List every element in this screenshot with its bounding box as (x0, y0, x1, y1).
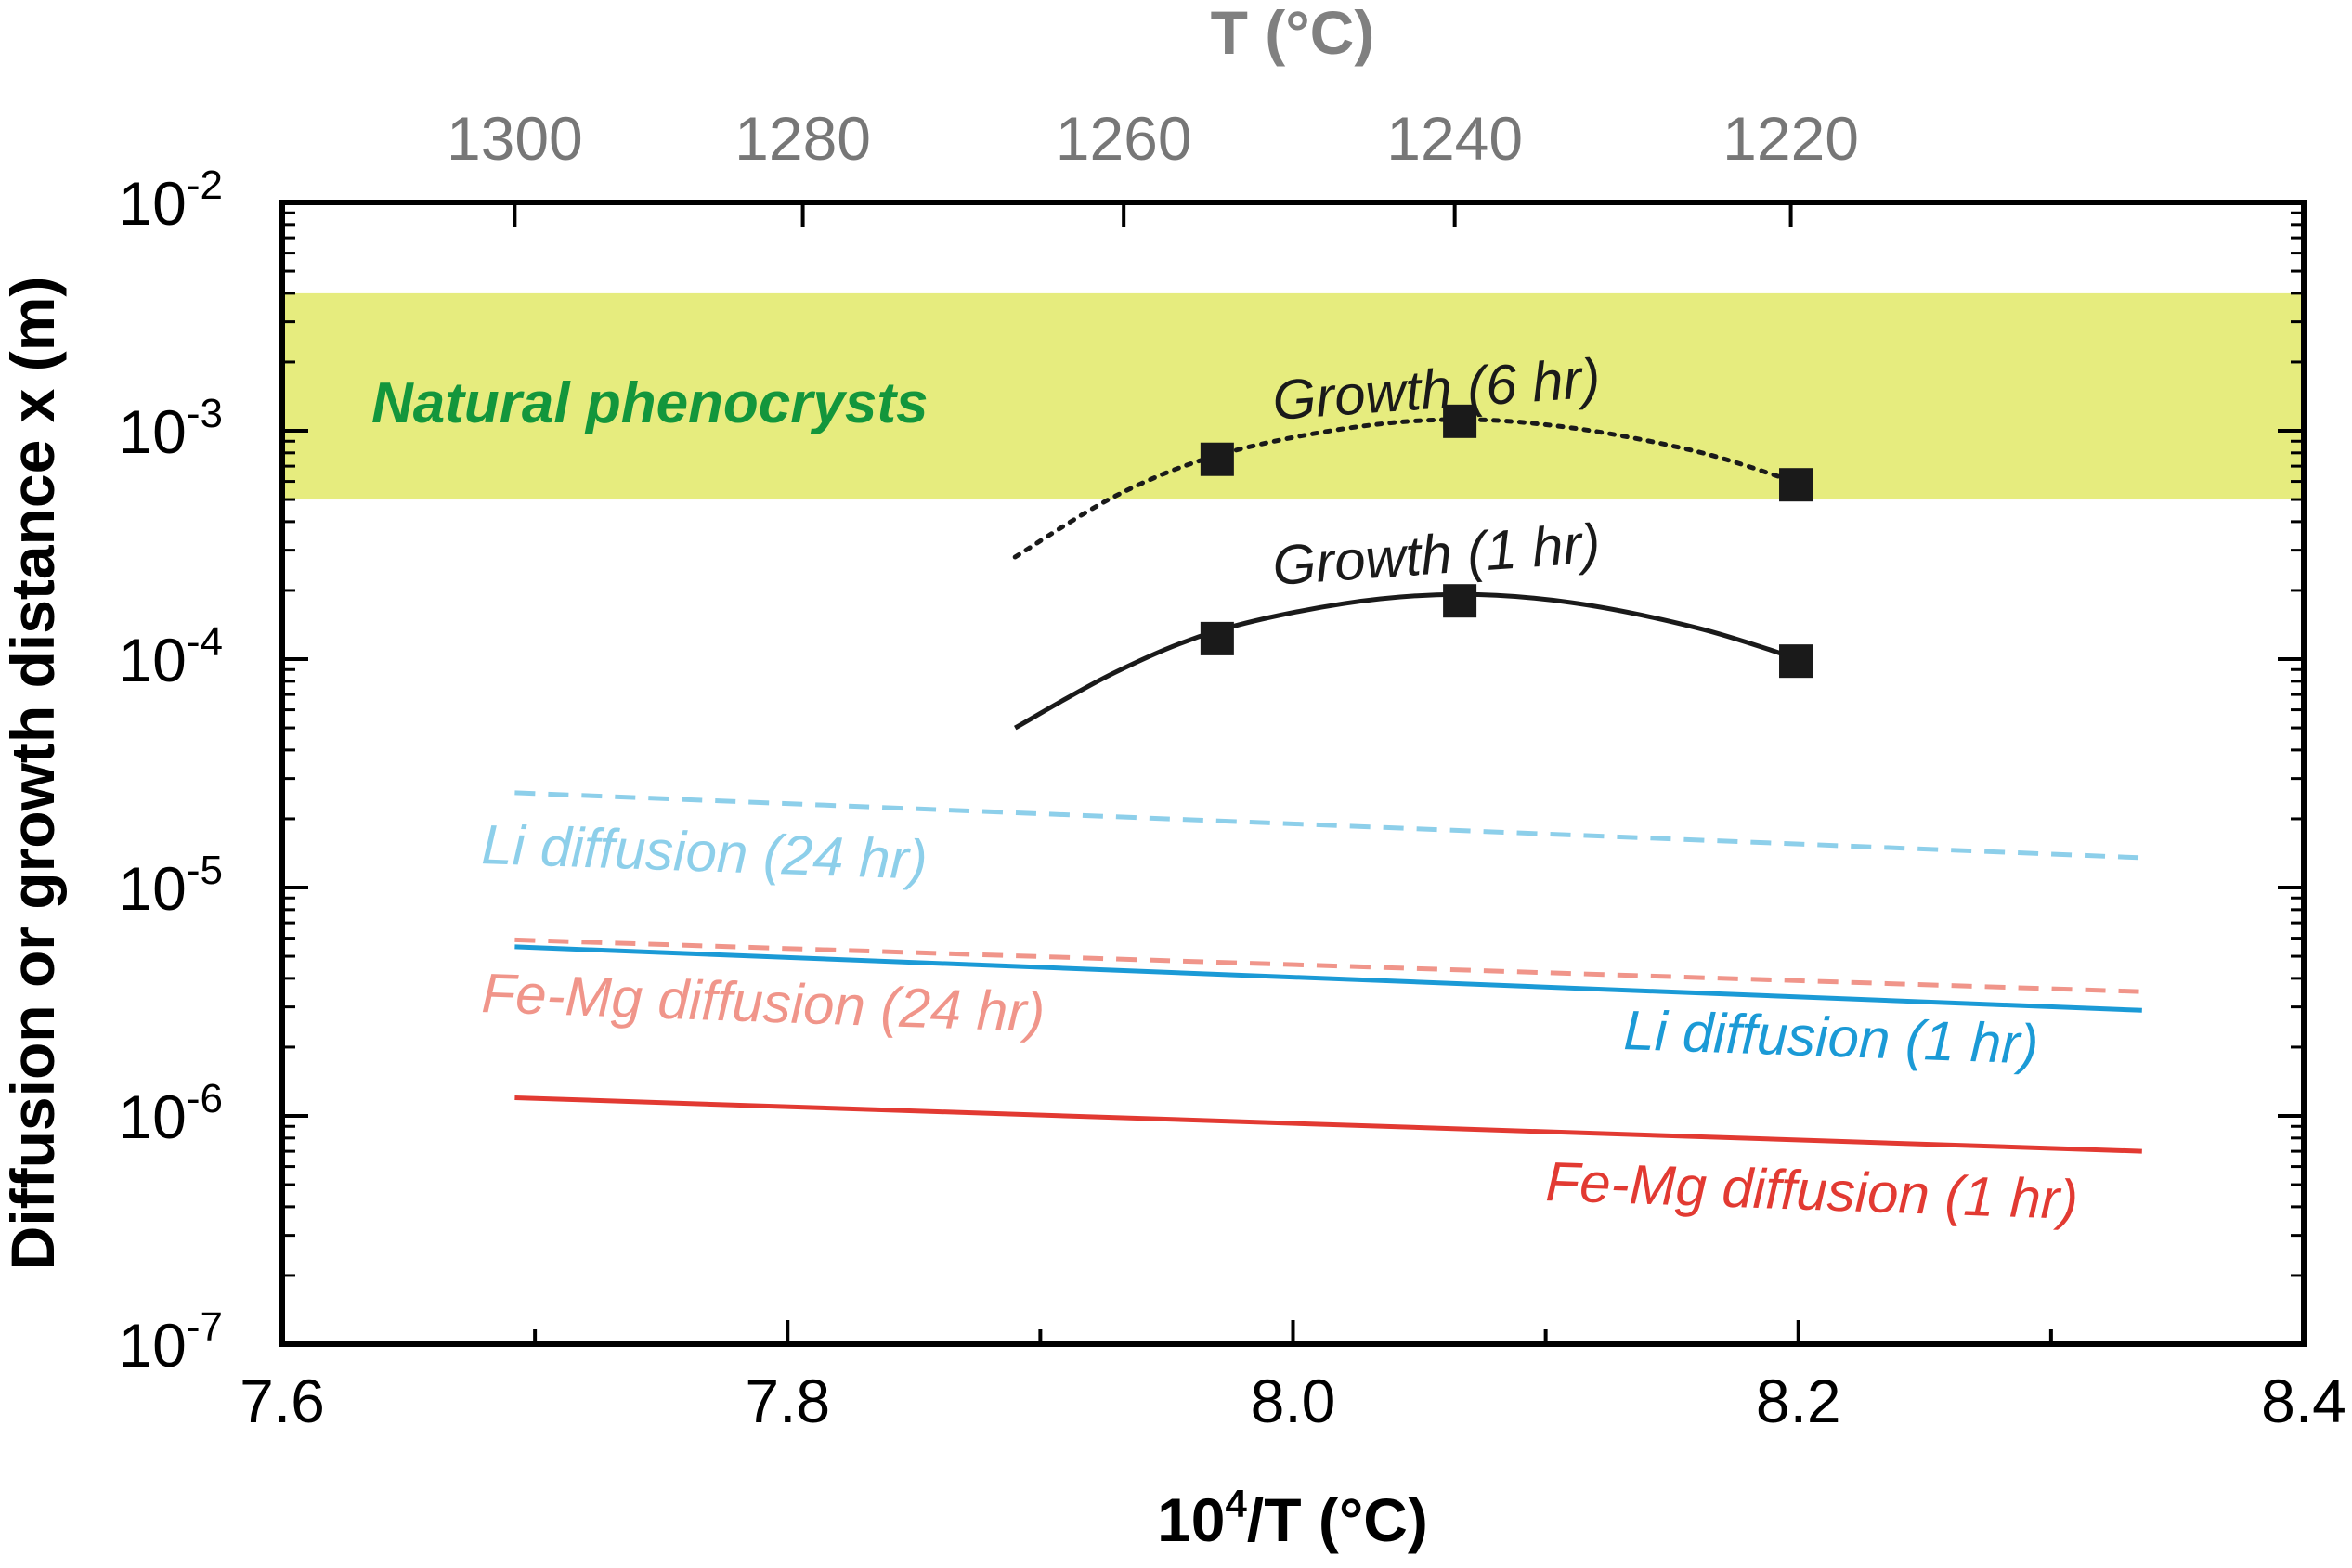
x-axis-title-exp: 4 (1226, 1482, 1248, 1525)
y-tick-label: 10-7 (118, 1304, 223, 1380)
data-point-growth-6hr-1 (1443, 404, 1477, 438)
top-tick-label: 1260 (1056, 104, 1192, 173)
band-label: Natural phenocrysts (371, 371, 929, 435)
x-axis-title: 104/T (°C) (1157, 1482, 1428, 1554)
x-axis-title-base: 10 (1157, 1485, 1225, 1554)
label-femg-1hr: Fe-Mg diffusion (1 hr) (1545, 1150, 2080, 1231)
top-tick-label: 1300 (447, 104, 583, 173)
x-tick-label: 8.0 (1251, 1367, 1336, 1435)
y-tick-label: 10-3 (118, 391, 223, 466)
top-tick-label: 1280 (734, 104, 871, 173)
label-femg-24hr: Fe-Mg diffusion (24 hr) (481, 962, 1046, 1043)
data-point-growth-1hr-1 (1443, 584, 1477, 618)
tick-layer: 7.6 7.8 8.0 8.2 8.4 1300 1280 1260 1240 1220 10-2 1… (118, 104, 2346, 1435)
series-line-li-1hr (514, 944, 2142, 1013)
band-natural-phenocrysts (282, 292, 2304, 500)
x-tick-label: 8.2 (1756, 1367, 1841, 1435)
band-layer (282, 292, 2304, 500)
top-axis-title: T (°C) (1211, 0, 1375, 67)
series-line-growth-6hr (1012, 417, 1801, 560)
series-line-growth-1hr (1013, 591, 1800, 731)
top-tick-label: 1240 (1386, 104, 1523, 173)
data-point-growth-1hr-0 (1200, 621, 1234, 655)
x-axis-title-rest: /T (°C) (1247, 1485, 1428, 1554)
top-tick-label: 1220 (1722, 104, 1859, 173)
label-growth-1hr: Growth (1 hr) (1270, 512, 1602, 596)
x-tick-label: 7.6 (240, 1367, 325, 1435)
label-li-24hr: Li diffusion (24 hr) (481, 813, 929, 891)
x-tick-label: 7.8 (745, 1367, 830, 1435)
plot-frame (279, 200, 2307, 1347)
y-axis-title: Diffusion or growth distance x (m) (0, 277, 67, 1271)
data-point-growth-1hr-2 (1779, 644, 1813, 679)
series-line-femg-1hr (514, 1095, 2142, 1154)
y-tick-label: 10-5 (118, 848, 223, 923)
series-layer (514, 404, 2142, 1154)
series-line-femg-24hr (514, 937, 2142, 994)
y-tick-label: 10-6 (118, 1076, 223, 1151)
data-point-growth-6hr-0 (1200, 442, 1234, 476)
data-point-growth-6hr-2 (1779, 468, 1813, 502)
y-tick-label: 10-2 (118, 162, 223, 238)
y-tick-label: 10-4 (118, 619, 223, 694)
label-li-1hr: Li diffusion (1 hr) (1623, 999, 2040, 1076)
x-tick-label: 8.4 (2261, 1367, 2346, 1435)
series-line-li-24hr (514, 790, 2142, 861)
